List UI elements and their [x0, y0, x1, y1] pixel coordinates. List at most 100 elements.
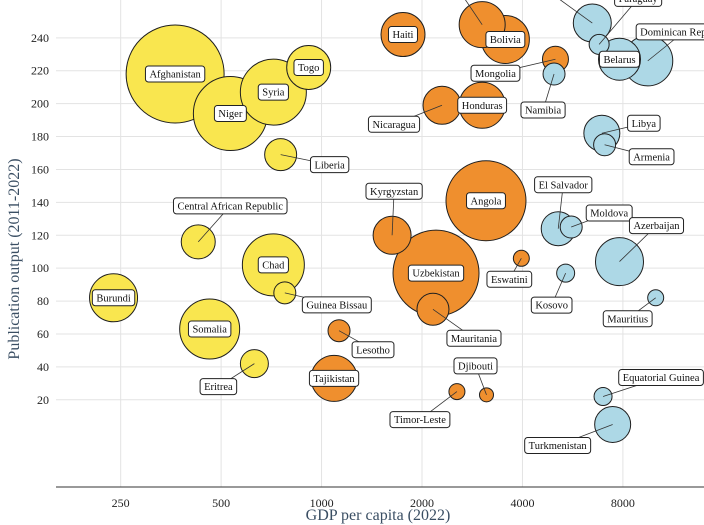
y-tick-label: 60: [37, 327, 49, 341]
label-eswatini: Eswatini: [486, 270, 533, 288]
label-text: El Salvador: [539, 180, 589, 191]
label-text: Burundi: [96, 293, 131, 304]
label-haiti: Haiti: [387, 26, 418, 44]
label-namibia: Namibia: [520, 101, 566, 119]
label-belarus: Belarus: [598, 50, 641, 68]
y-tick-label: 140: [31, 195, 49, 209]
label-box: [524, 436, 592, 454]
x-tick-label: 2000: [410, 496, 434, 510]
callout-macedonia: [559, 0, 593, 24]
label-box: [520, 101, 566, 119]
label-text: Mauritania: [451, 334, 497, 345]
label-text: Timor-Leste: [394, 415, 446, 426]
label-text: Moldova: [590, 209, 628, 220]
label-box: [257, 83, 289, 101]
label-text: Angola: [471, 196, 502, 207]
label-togo: Togo: [293, 58, 324, 76]
label-box: [257, 256, 289, 274]
label-box: [453, 357, 498, 375]
tick-labels: 250 500 1000 2000 4000 8000 20 40 60 80 100 120 140 1…: [31, 31, 635, 510]
label-text: Syria: [262, 88, 285, 99]
label-equatorial-guinea: Equatorial Guinea: [618, 369, 704, 387]
x-tick-label: 1000: [310, 496, 334, 510]
label-box: [585, 204, 633, 222]
label-text: Djibouti: [458, 361, 493, 372]
label-text: Mauritius: [607, 314, 648, 325]
label-text: Somalia: [192, 325, 227, 336]
label-box: [534, 176, 593, 194]
label-text: Kosovo: [535, 301, 568, 312]
label-burundi: Burundi: [91, 289, 136, 307]
label-mauritania: Mauritania: [446, 329, 502, 347]
label-el-salvador: El Salvador: [534, 176, 593, 194]
label-box: [486, 270, 533, 288]
label-guinea-bissau: Guinea Bissau: [301, 296, 372, 314]
label-text: Libya: [632, 119, 657, 130]
label-tajikistan: Tajikistan: [308, 369, 360, 387]
label-lesotho: Lesotho: [351, 341, 395, 359]
y-tick-label: 180: [31, 130, 49, 144]
bubble-labels: Burundi Afghanistan Central African Republ…: [91, 0, 704, 454]
label-text: Uzbekistan: [412, 269, 460, 280]
label-box: [614, 0, 663, 7]
y-tick-label: 240: [31, 31, 49, 45]
y-tick-label: 220: [31, 64, 49, 78]
label-box: [365, 182, 423, 200]
label-text: Chad: [262, 260, 285, 271]
label-box: [213, 105, 247, 123]
label-somalia: Somalia: [187, 320, 232, 338]
label-text: Kyrgyzstan: [370, 187, 419, 198]
label-niger: Niger: [213, 105, 247, 123]
label-box: [367, 115, 421, 133]
label-box: [635, 23, 704, 41]
y-tick-label: 40: [37, 360, 49, 374]
y-tick-label: 80: [37, 294, 49, 308]
x-tick-label: 250: [112, 496, 130, 510]
label-turkmenistan: Turkmenistan: [524, 436, 592, 454]
label-box: [301, 296, 372, 314]
label-armenia: Armenia: [628, 148, 675, 166]
label-box: [470, 64, 521, 82]
label-paraguay: Paraguay: [614, 0, 663, 7]
label-text: Central African Republic: [177, 201, 283, 212]
label-nicaragua: Nicaragua: [367, 115, 421, 133]
label-text: Honduras: [462, 101, 503, 112]
label-eritrea: Eritrea: [199, 378, 238, 396]
label-text: Azerbaijan: [633, 221, 680, 232]
label-text: Niger: [218, 109, 242, 120]
label-text: Haiti: [392, 30, 413, 41]
label-text: Bolivia: [490, 35, 521, 46]
label-box: [628, 217, 685, 235]
label-mauritius: Mauritius: [602, 310, 653, 328]
label-box: [407, 264, 465, 282]
label-text: Afghanistan: [149, 70, 201, 81]
label-uzbekistan: Uzbekistan: [407, 264, 465, 282]
y-tick-label: 20: [37, 393, 49, 407]
x-tick-label: 8000: [611, 496, 635, 510]
label-box: [187, 320, 232, 338]
label-box: [199, 378, 238, 396]
label-box: [530, 296, 573, 314]
label-box: [309, 156, 350, 174]
label-box: [446, 329, 502, 347]
label-chad: Chad: [257, 256, 289, 274]
label-box: [485, 30, 526, 48]
label-text: Liberia: [314, 160, 345, 171]
label-moldova: Moldova: [585, 204, 633, 222]
label-text: Armenia: [633, 152, 670, 163]
label-box: [618, 369, 704, 387]
label-box: [466, 192, 506, 210]
label-text: Namibia: [525, 106, 561, 117]
label-text: Turkmenistan: [529, 441, 588, 452]
label-syria: Syria: [257, 83, 289, 101]
gridlines: [56, 0, 704, 487]
label-box: [389, 411, 451, 429]
label-kosovo: Kosovo: [530, 296, 573, 314]
label-text: Mongolia: [475, 69, 516, 80]
label-honduras: Honduras: [457, 96, 508, 114]
label-angola: Angola: [466, 192, 506, 210]
label-kyrgyzstan: Kyrgyzstan: [365, 182, 423, 200]
label-box: [172, 197, 288, 215]
